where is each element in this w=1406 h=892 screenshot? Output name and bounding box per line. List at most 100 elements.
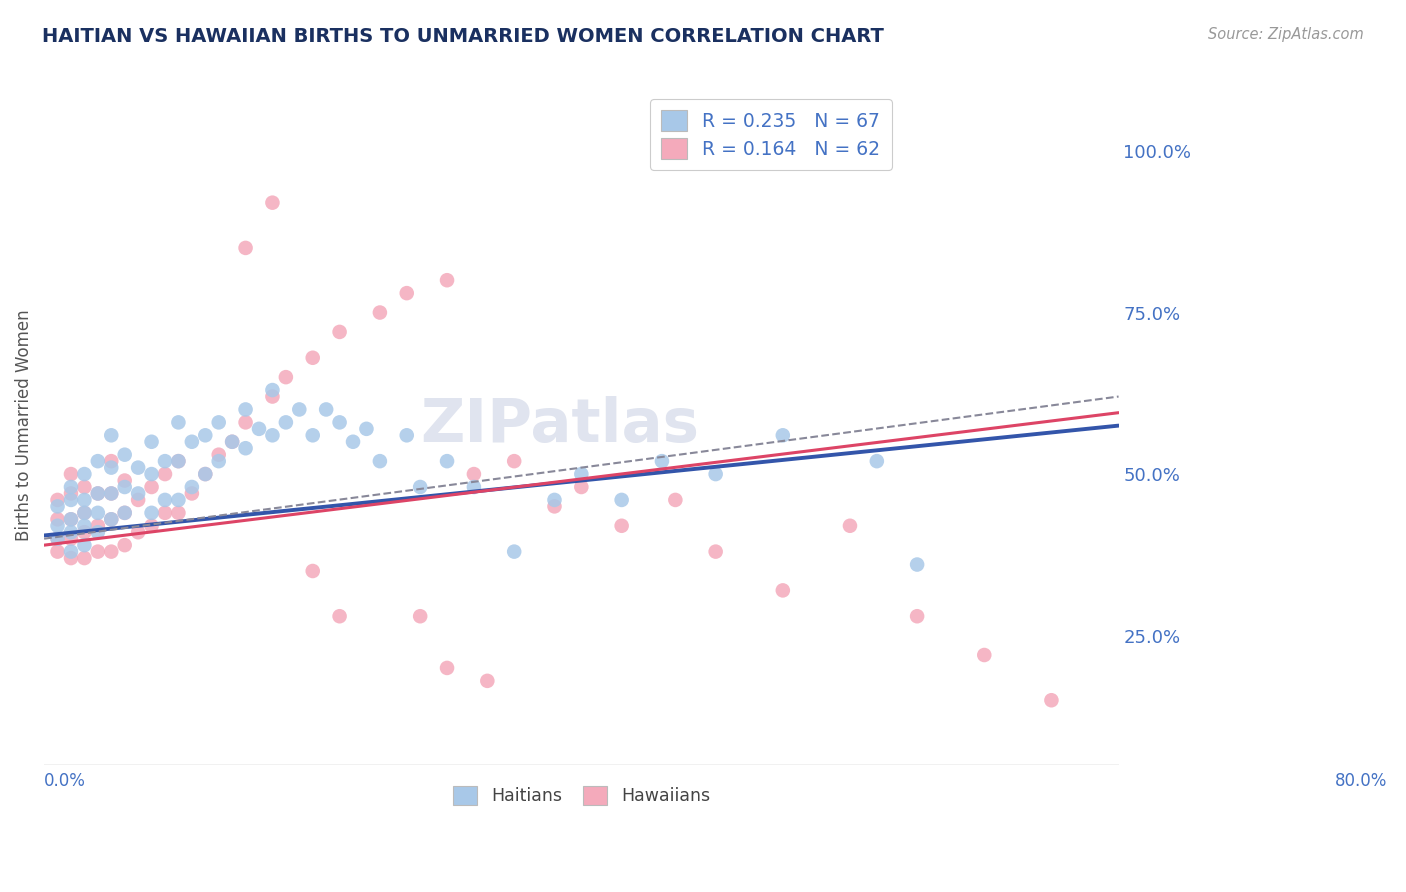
Point bbox=[839, 518, 862, 533]
Point bbox=[59, 512, 82, 526]
Point bbox=[59, 551, 82, 566]
Point bbox=[46, 518, 69, 533]
Point bbox=[503, 544, 526, 558]
Point bbox=[274, 416, 297, 430]
Point bbox=[87, 518, 110, 533]
Point bbox=[100, 460, 122, 475]
Point bbox=[167, 454, 190, 468]
Point bbox=[208, 448, 231, 462]
Point bbox=[100, 486, 122, 500]
Point bbox=[100, 512, 122, 526]
Point bbox=[436, 273, 458, 287]
Point bbox=[610, 492, 633, 507]
Point bbox=[100, 428, 122, 442]
Point bbox=[301, 428, 323, 442]
Point bbox=[235, 441, 257, 455]
Point bbox=[329, 609, 352, 624]
Point bbox=[235, 416, 257, 430]
Point bbox=[167, 492, 190, 507]
Point bbox=[46, 532, 69, 546]
Text: ZIPatlas: ZIPatlas bbox=[420, 396, 699, 455]
Text: HAITIAN VS HAWAIIAN BIRTHS TO UNMARRIED WOMEN CORRELATION CHART: HAITIAN VS HAWAIIAN BIRTHS TO UNMARRIED … bbox=[42, 27, 884, 45]
Point bbox=[141, 506, 163, 520]
Point bbox=[114, 506, 136, 520]
Point bbox=[274, 370, 297, 384]
Point bbox=[46, 512, 69, 526]
Point bbox=[409, 480, 432, 494]
Point bbox=[301, 351, 323, 365]
Point bbox=[167, 506, 190, 520]
Point bbox=[127, 460, 149, 475]
Point bbox=[1040, 693, 1063, 707]
Point bbox=[329, 325, 352, 339]
Point bbox=[395, 428, 418, 442]
Point bbox=[127, 486, 149, 500]
Point bbox=[73, 525, 96, 540]
Text: Source: ZipAtlas.com: Source: ZipAtlas.com bbox=[1208, 27, 1364, 42]
Point bbox=[153, 454, 176, 468]
Point bbox=[772, 583, 794, 598]
Point bbox=[247, 422, 270, 436]
Point bbox=[73, 538, 96, 552]
Point bbox=[973, 648, 995, 662]
Point bbox=[59, 480, 82, 494]
Point bbox=[651, 454, 673, 468]
Point bbox=[221, 434, 243, 449]
Point bbox=[194, 467, 217, 481]
Point bbox=[208, 454, 231, 468]
Point bbox=[395, 286, 418, 301]
Point bbox=[704, 467, 727, 481]
Point bbox=[436, 454, 458, 468]
Point bbox=[664, 492, 686, 507]
Point bbox=[59, 532, 82, 546]
Point bbox=[543, 492, 565, 507]
Point bbox=[46, 492, 69, 507]
Point bbox=[87, 486, 110, 500]
Point bbox=[100, 544, 122, 558]
Point bbox=[866, 454, 889, 468]
Point bbox=[262, 195, 284, 210]
Point bbox=[114, 480, 136, 494]
Point bbox=[288, 402, 311, 417]
Point bbox=[153, 467, 176, 481]
Point bbox=[905, 609, 928, 624]
Point bbox=[356, 422, 378, 436]
Point bbox=[100, 512, 122, 526]
Text: 0.0%: 0.0% bbox=[44, 772, 86, 789]
Point bbox=[543, 500, 565, 514]
Point bbox=[772, 428, 794, 442]
Point bbox=[436, 661, 458, 675]
Point bbox=[87, 506, 110, 520]
Point bbox=[114, 474, 136, 488]
Point bbox=[167, 416, 190, 430]
Point bbox=[153, 506, 176, 520]
Point bbox=[194, 428, 217, 442]
Point bbox=[503, 454, 526, 468]
Point bbox=[329, 416, 352, 430]
Point bbox=[180, 434, 202, 449]
Point bbox=[59, 512, 82, 526]
Point bbox=[704, 544, 727, 558]
Point bbox=[315, 402, 337, 417]
Point bbox=[477, 673, 499, 688]
Point bbox=[114, 538, 136, 552]
Point bbox=[46, 500, 69, 514]
Point bbox=[180, 486, 202, 500]
Point bbox=[208, 416, 231, 430]
Point bbox=[221, 434, 243, 449]
Point bbox=[368, 305, 391, 319]
Point bbox=[141, 434, 163, 449]
Point bbox=[59, 492, 82, 507]
Point bbox=[73, 480, 96, 494]
Point bbox=[46, 532, 69, 546]
Point bbox=[127, 492, 149, 507]
Point bbox=[569, 480, 592, 494]
Point bbox=[73, 492, 96, 507]
Point bbox=[73, 506, 96, 520]
Point bbox=[180, 480, 202, 494]
Point bbox=[46, 544, 69, 558]
Point bbox=[463, 480, 485, 494]
Point bbox=[59, 544, 82, 558]
Point bbox=[905, 558, 928, 572]
Point bbox=[262, 428, 284, 442]
